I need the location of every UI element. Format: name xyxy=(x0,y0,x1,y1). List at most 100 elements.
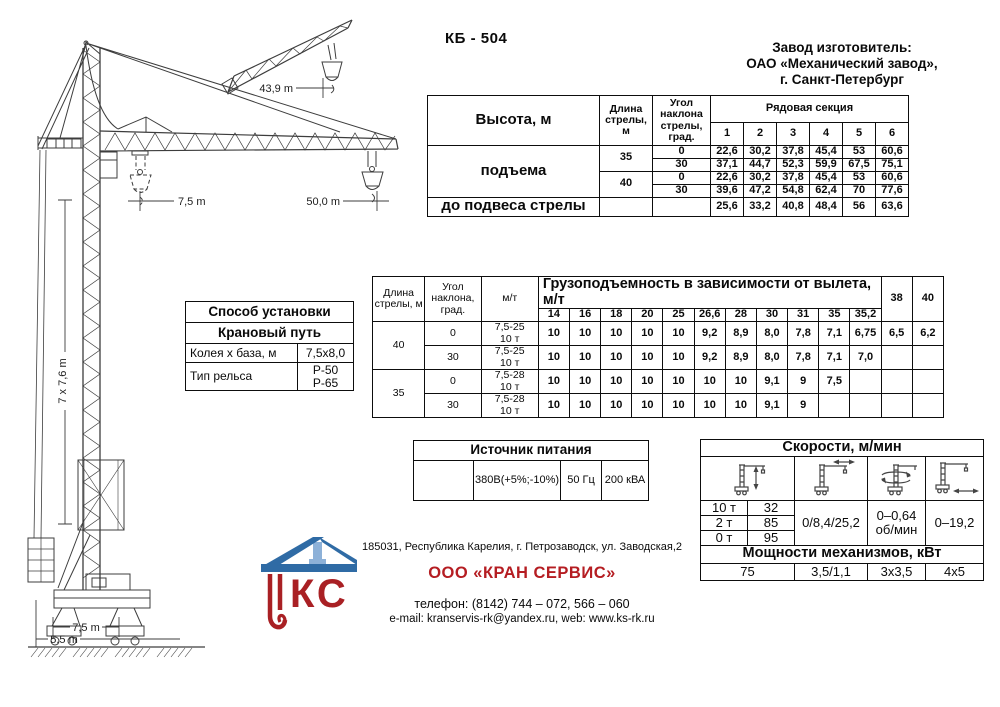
load: 10 т xyxy=(499,404,520,417)
empty-cell xyxy=(652,196,711,217)
boom-cell: 35 xyxy=(371,369,426,419)
logo-beam xyxy=(261,564,357,572)
manufacturer-line: ОАО «Механический завод», xyxy=(746,56,938,71)
travel-icon-cell xyxy=(924,455,985,501)
speeds-title: Скорости, м/мин xyxy=(699,439,985,457)
value-cell: 25,6 xyxy=(710,196,744,217)
mech-power-cell: 3х3,5 xyxy=(867,562,926,581)
value-cell: 70 xyxy=(842,183,876,198)
value-cell: 77,6 xyxy=(874,183,910,198)
col-header-boom: Длина стрелы, м xyxy=(371,275,426,323)
power-source-table: Источник питания 380В(+5%;-10%) 50 Гц 20… xyxy=(412,440,650,501)
slewing-value: 0–0,64 xyxy=(876,507,917,523)
radius-header: 38 xyxy=(880,275,913,323)
mech-power-cell: 4х5 xyxy=(924,562,985,581)
value-cell: 40,8 xyxy=(776,196,810,217)
value-cell: 8,9 xyxy=(724,321,757,347)
hoist-load-cell: 2 т xyxy=(700,514,748,531)
value-cell: 45,4 xyxy=(809,170,843,185)
power-source-title: Источник питания xyxy=(412,440,650,461)
value-cell: 45,4 xyxy=(809,145,843,159)
company-block: 185031, Республика Карелия, г. Петрозаво… xyxy=(352,541,692,625)
angle-cell: 30 xyxy=(424,345,482,371)
boom-cell: 40 xyxy=(371,321,426,371)
logo-letters: КС xyxy=(290,572,349,616)
load: 10 т xyxy=(499,356,520,369)
height-title-cell: Высота, м xyxy=(427,95,600,146)
value-cell: 59,9 xyxy=(809,157,843,172)
company-email: e-mail: kranservis-rk@yandex.ru, web: ww… xyxy=(389,613,655,625)
installation-title: Способ установки xyxy=(185,301,354,323)
travel-crane-icon xyxy=(934,462,979,494)
gauge-base-label: Колея х база, м xyxy=(185,343,298,363)
hoist-label-cell: подъема xyxy=(427,145,600,198)
mech-power-cell: 75 xyxy=(700,562,795,581)
logo-tower xyxy=(313,542,322,564)
range: 7,5-28 xyxy=(494,393,525,406)
value-cell: 30,2 xyxy=(743,145,777,159)
radius-header: 18 xyxy=(600,308,633,323)
angle-cell: 0 xyxy=(652,170,711,185)
range-load-cell: 7,5-25 10 т xyxy=(480,345,539,371)
value-cell: 6,5 xyxy=(880,321,913,347)
dim-base-label: 5,5 m xyxy=(50,634,78,646)
range-load-cell: 7,5-28 10 т xyxy=(480,393,539,419)
col-header-section: Рядовая секция xyxy=(709,95,910,123)
logo-tower-base xyxy=(309,559,326,565)
section-number: 2 xyxy=(743,122,777,146)
value-cell: 10 xyxy=(537,369,571,395)
logo-hook xyxy=(267,574,288,630)
value-cell: 37,1 xyxy=(710,157,744,172)
value-cell: 9,1 xyxy=(755,393,789,419)
value-cell: 54,8 xyxy=(776,183,810,198)
void-cell xyxy=(911,393,945,419)
hoist-load-cell: 0 т xyxy=(700,529,748,546)
rail-type-label: Тип рельса xyxy=(185,362,298,391)
value-cell: 8,9 xyxy=(724,345,757,371)
value-cell: 10 xyxy=(568,393,602,419)
mech-power-cell: 3,5/1,1 xyxy=(794,562,868,581)
value-cell: 53 xyxy=(842,170,876,185)
section-number: 6 xyxy=(874,122,910,146)
value-cell: 9,1 xyxy=(755,369,789,395)
value-cell: 9,2 xyxy=(693,345,726,371)
value-cell: 10 xyxy=(631,321,664,347)
value-cell: 10 xyxy=(568,345,602,371)
void-cell xyxy=(911,369,945,395)
value-cell: 47,2 xyxy=(743,183,777,198)
col-header-angle: Угол наклона стрелы, град. xyxy=(652,95,711,146)
radius-header: 30 xyxy=(755,308,789,323)
value-cell: 22,6 xyxy=(710,170,744,185)
col-header-angle: Угол наклона, град. xyxy=(424,275,482,323)
value-cell: 10 xyxy=(600,321,633,347)
value-cell: 30,2 xyxy=(743,170,777,185)
hoist-crane-icon xyxy=(733,464,765,496)
col-header-boom: Длина стрелы, м xyxy=(599,95,653,146)
angle-cell: 0 xyxy=(424,321,482,347)
radius-header: 25 xyxy=(662,308,695,323)
logo-roof-left xyxy=(261,537,324,570)
range: 7,5-25 xyxy=(494,345,525,358)
value-cell: 8,0 xyxy=(755,345,789,371)
hoist-load-cell: 10 т xyxy=(700,499,748,516)
slewing-crane-icon xyxy=(880,464,917,496)
suspension-label-cell: до подвеса стрелы xyxy=(427,196,600,217)
value-cell: 39,6 xyxy=(710,183,744,198)
logo-roof-right xyxy=(319,537,357,565)
value-cell: 7,0 xyxy=(849,345,882,371)
travel-speed-cell: 0–19,2 xyxy=(924,499,985,546)
value-cell: 10 xyxy=(631,345,664,371)
company-phone: телефон: (8142) 744 – 072, 566 – 060 xyxy=(414,597,630,611)
radius-header: 26,6 xyxy=(693,308,726,323)
value-cell: 10 xyxy=(662,345,695,371)
range-load-cell: 7,5-28 10 т xyxy=(480,369,539,395)
voltage-value: 380В(+5%;-10%) xyxy=(473,460,561,501)
radius-header: 16 xyxy=(568,308,602,323)
speeds-table: Скорости, м/мин xyxy=(699,439,985,581)
radius-header: 35,2 xyxy=(849,308,882,323)
value-cell: 10 xyxy=(724,369,757,395)
company-address: 185031, Республика Карелия, г. Петрозаво… xyxy=(361,541,683,553)
value-cell: 10 xyxy=(568,369,602,395)
section-number: 3 xyxy=(776,122,810,146)
rail-type-value-2: Р-65 xyxy=(312,375,339,390)
